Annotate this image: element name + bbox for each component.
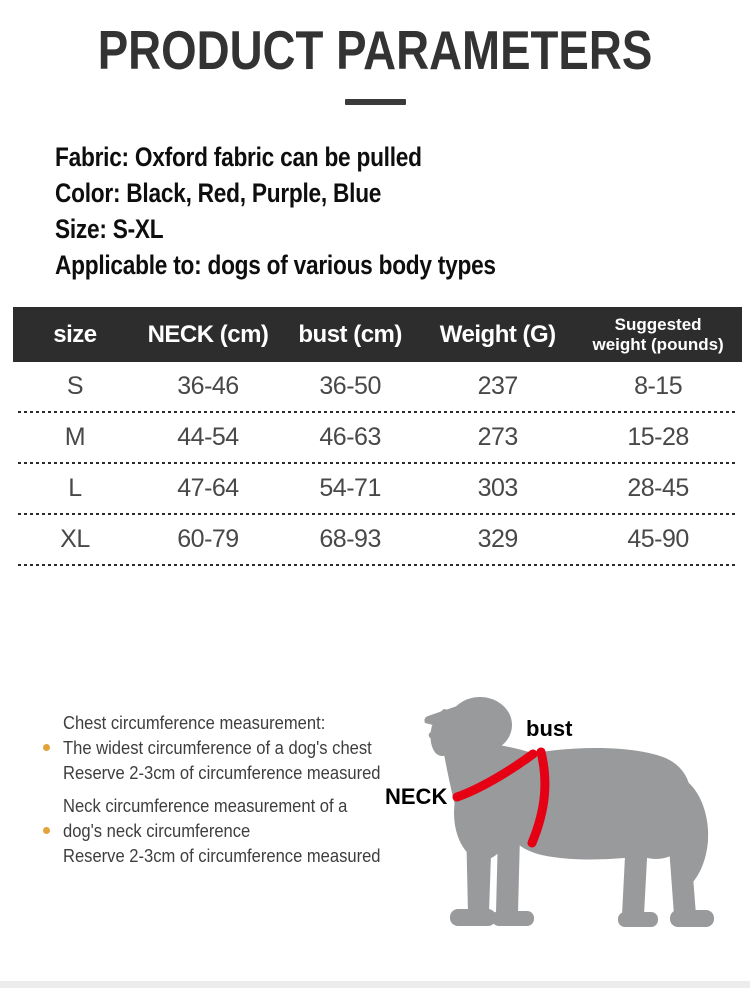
dog-silhouette <box>424 697 714 927</box>
product-specs: Fabric: Oxford fabric can be pulled Colo… <box>55 139 496 283</box>
table-row-m: M 44-54 46-63 273 15-28 <box>13 413 742 462</box>
cell-bust: 46-63 <box>319 423 381 451</box>
header-cell-bust: bust (cm) <box>298 320 402 348</box>
cell-neck: 47-64 <box>177 474 239 502</box>
cell-size: XL <box>60 525 90 553</box>
header-cell-size: size <box>53 320 97 348</box>
note-line: dog's neck circumference <box>63 821 251 841</box>
table-row-l: L 47-64 54-71 303 28-45 <box>13 464 742 513</box>
note-line: Neck circumference measurement of a <box>63 796 348 816</box>
header-cell-weight: Weight (G) <box>439 320 556 348</box>
cell-suggested-weight: 28-45 <box>627 474 689 502</box>
row-divider <box>18 411 737 413</box>
measurement-notes: Chest circumference measurement: The wid… <box>40 711 405 877</box>
dog-body-shapes <box>424 697 714 927</box>
note-chest-measurement: Chest circumference measurement: The wid… <box>40 711 405 786</box>
spec-line-fabric: Fabric: Oxford fabric can be pulled <box>55 142 422 172</box>
header-cell-suggested-weight-text: Suggested weight (pounds) <box>592 314 724 354</box>
cell-neck: 36-46 <box>177 372 239 400</box>
spec-line-size: Size: S-XL <box>55 214 164 244</box>
cell-weight: 303 <box>477 474 519 502</box>
note-neck-measurement: Neck circumference measurement of a dog'… <box>40 794 405 869</box>
spec-line-color: Color: Black, Red, Purple, Blue <box>55 178 382 208</box>
neck-strap-line <box>452 749 538 802</box>
table-row-s: S 36-46 36-50 237 8-15 <box>13 362 742 411</box>
note-line: Reserve 2-3cm of circumference measured <box>63 763 381 783</box>
header-cell-suggested-weight: Suggested weight (pounds) <box>574 315 742 355</box>
bottom-strip <box>0 981 750 988</box>
cell-neck: 44-54 <box>177 423 239 451</box>
row-divider <box>18 462 737 464</box>
cell-suggested-weight: 45-90 <box>627 525 689 553</box>
cell-weight: 329 <box>477 525 519 553</box>
row-divider <box>18 564 737 566</box>
note-line: Chest circumference measurement: <box>63 713 326 733</box>
note-line: The widest circumference of a dog's ches… <box>63 738 372 758</box>
table-header-row: size NECK (cm) bust (cm) Weight (G) Sugg… <box>13 307 742 362</box>
bullet-dot-icon <box>43 744 50 751</box>
bust-label: bust <box>526 716 573 741</box>
note-line: Reserve 2-3cm of circumference measured <box>63 846 381 866</box>
dog-measurement-diagram: bust NECK <box>380 685 750 935</box>
cell-neck: 60-79 <box>177 525 239 553</box>
cell-weight: 273 <box>477 423 519 451</box>
table-row-xl: XL 60-79 68-93 329 45-90 <box>13 515 742 564</box>
row-divider <box>18 513 737 515</box>
spec-line-applicable: Applicable to: dogs of various body type… <box>55 250 496 280</box>
cell-suggested-weight: 15-28 <box>627 423 689 451</box>
cell-bust: 54-71 <box>319 474 381 502</box>
cell-size: L <box>68 474 82 502</box>
cell-size: S <box>66 372 84 400</box>
cell-bust: 36-50 <box>319 372 381 400</box>
cell-suggested-weight: 8-15 <box>634 372 683 400</box>
bullet-dot-icon <box>43 827 50 834</box>
page-title: PRODUCT PARAMETERS <box>97 19 653 81</box>
neck-label: NECK <box>385 784 448 809</box>
cell-size: M <box>64 423 86 451</box>
bust-strap-line <box>527 747 550 848</box>
cell-weight: 237 <box>477 372 519 400</box>
title-divider <box>345 99 406 105</box>
header-cell-neck: NECK (cm) <box>147 320 269 348</box>
cell-bust: 68-93 <box>319 525 381 553</box>
size-table: size NECK (cm) bust (cm) Weight (G) Sugg… <box>13 307 742 566</box>
